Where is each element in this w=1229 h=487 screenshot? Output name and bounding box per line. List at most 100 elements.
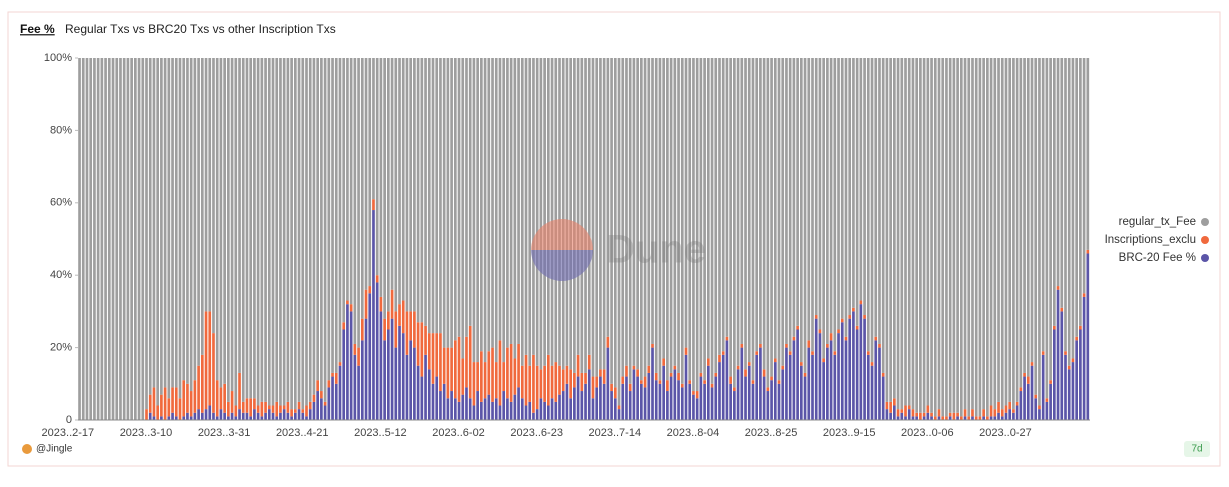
bar-segment: [398, 325, 401, 420]
bar-segment: [863, 315, 866, 319]
bar-segment: [1082, 293, 1086, 297]
bar-segment: [889, 58, 892, 402]
bar-segment: [539, 398, 543, 420]
bar-segment: [893, 398, 896, 406]
bar-segment: [238, 372, 241, 410]
bar-segment: [573, 372, 576, 388]
bar-segment: [171, 387, 174, 413]
bar-segment: [517, 343, 520, 388]
bar-segment: [532, 354, 535, 413]
x-tick-label: 2023..8-04: [667, 427, 720, 439]
bar-segment: [1038, 405, 1041, 410]
bar-segment: [651, 347, 654, 420]
legend-label[interactable]: regular_tx_Fee: [1119, 216, 1196, 228]
bar-segment: [796, 58, 799, 326]
bar-segment: [718, 362, 721, 420]
bar-segment: [974, 58, 978, 417]
bar-segment: [1086, 58, 1090, 250]
bar-segment: [580, 372, 584, 392]
bar-segment: [78, 58, 81, 420]
bar-segment: [993, 416, 997, 420]
bar-segment: [621, 376, 625, 384]
bar-segment: [312, 394, 316, 402]
bar-segment: [751, 58, 755, 381]
bar-segment: [1049, 380, 1052, 384]
author[interactable]: @Jingle: [36, 444, 73, 455]
bar-segment: [848, 58, 852, 316]
bar-segment: [677, 58, 680, 373]
bar-segment: [1026, 383, 1030, 420]
bar-segment: [368, 58, 372, 287]
bar-segment: [706, 358, 710, 366]
bar-segment: [1052, 325, 1056, 330]
bar-segment: [212, 412, 215, 420]
bar-segment: [189, 58, 193, 392]
bar-segment: [651, 58, 654, 344]
bar-segment: [431, 58, 435, 334]
bar-segment: [476, 58, 479, 363]
author-avatar: [22, 444, 32, 454]
bar-segment: [766, 387, 770, 392]
bar-segment: [502, 362, 506, 392]
bar-segment: [360, 58, 364, 319]
bar-segment: [1000, 416, 1004, 420]
bar-segment: [1075, 340, 1078, 420]
bar-segment: [353, 58, 357, 344]
bar-segment: [420, 322, 424, 377]
x-tick-label: 2023..6-23: [510, 427, 563, 439]
bar-segment: [680, 58, 684, 384]
y-tick-label: 20%: [50, 342, 72, 354]
bar-segment: [152, 416, 156, 420]
bar-segment: [223, 58, 226, 384]
bar-segment: [372, 199, 375, 211]
bar-segment: [290, 416, 293, 420]
bar-segment: [387, 311, 390, 330]
bar-segment: [926, 58, 930, 406]
legend-label[interactable]: BRC-20 Fee %: [1119, 252, 1196, 264]
bar-segment: [785, 347, 788, 420]
bar-segment: [502, 391, 506, 420]
bar-segment: [1071, 362, 1075, 420]
bar-segment: [435, 58, 439, 334]
bar-segment: [692, 391, 695, 395]
bar-segment: [721, 351, 725, 355]
bar-segment: [710, 387, 714, 420]
bar-segment: [174, 387, 178, 417]
bar-segment: [662, 365, 666, 420]
bar-segment: [885, 401, 889, 410]
bar-segment: [781, 58, 785, 366]
bar-segment: [360, 340, 364, 420]
bar-segment: [383, 318, 386, 341]
bar-segment: [751, 383, 755, 420]
bar-segment: [186, 383, 189, 413]
bar-segment: [617, 58, 621, 406]
bar-segment: [331, 58, 334, 373]
bar-segment: [900, 58, 904, 410]
bar-segment: [186, 412, 189, 420]
bar-segment: [684, 354, 688, 420]
bar-segment: [785, 58, 788, 344]
bar-segment: [301, 412, 305, 420]
bar-segment: [580, 58, 584, 373]
bar-segment: [881, 376, 885, 420]
bar-segment: [227, 58, 230, 402]
bar-segment: [550, 58, 554, 366]
bar-segment: [684, 347, 688, 355]
period[interactable]: 7d: [1191, 444, 1202, 455]
bar-segment: [874, 58, 878, 337]
bar-segment: [465, 336, 468, 388]
chart-title[interactable]: Fee %: [20, 22, 55, 36]
bar-segment: [956, 58, 959, 413]
bar-segment: [710, 58, 714, 384]
bar-segment: [554, 362, 558, 402]
bar-segment: [625, 376, 628, 420]
bar-segment: [591, 58, 595, 377]
bar-segment: [413, 311, 416, 348]
bar-segment: [1023, 372, 1026, 377]
bar-segment: [878, 343, 881, 348]
bar-segment: [878, 58, 881, 344]
legend-label[interactable]: Inscriptions_exclu: [1105, 234, 1196, 246]
bar-segment: [316, 58, 319, 381]
bar-segment: [1008, 401, 1012, 410]
bar-segment: [766, 391, 770, 420]
